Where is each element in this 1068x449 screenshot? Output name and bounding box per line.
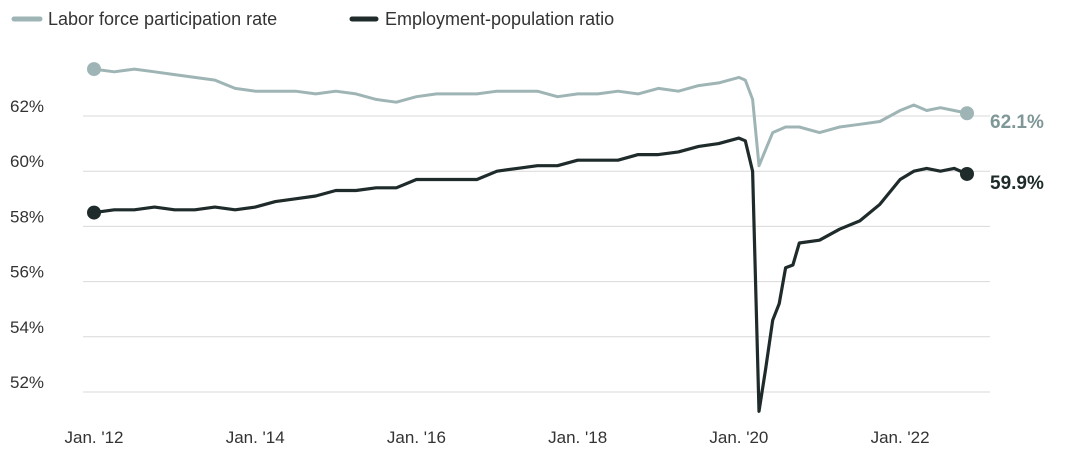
end-label-lfpr: 62.1% [990, 112, 1044, 133]
x-tick-label-2020: Jan. '20 [709, 428, 768, 447]
x-axis-ticks: Jan. '12 Jan. '14 Jan. '16 Jan. '18 Jan. '20… [64, 428, 929, 447]
series-start-dot-lfpr [87, 62, 101, 77]
x-tick-label-2014: Jan. '14 [226, 428, 285, 447]
series-end-dot-lfpr [960, 106, 974, 121]
legend: Labor force participation rate Employmen… [11, 9, 614, 29]
x-tick-label-2018: Jan. '18 [548, 428, 607, 447]
y-tick-label-54: 54% [10, 318, 44, 337]
x-tick-label-2016: Jan. '16 [387, 428, 446, 447]
x-tick-label-2022: Jan. '22 [871, 428, 930, 447]
series-start-dot-epop [87, 205, 101, 220]
y-axis-ticks: 52% 54% 56% 58% 60% 62% [10, 97, 44, 392]
y-tick-label-52: 52% [10, 373, 44, 392]
x-tick-label-2012: Jan. '12 [64, 428, 123, 447]
grid [83, 115, 990, 393]
y-tick-label-56: 56% [10, 263, 44, 282]
legend-label-lfpr: Labor force participation rate [48, 9, 277, 29]
series-line-lfpr [92, 67, 969, 168]
legend-label-epop: Employment-population ratio [385, 9, 614, 29]
series-end-dot-epop [960, 166, 974, 181]
y-tick-label-60: 60% [10, 152, 44, 171]
y-tick-label-62: 62% [10, 97, 44, 116]
series [87, 62, 974, 413]
end-labels: 62.1% 59.9% [990, 112, 1044, 194]
series-line-epop [92, 136, 969, 413]
y-tick-label-58: 58% [10, 207, 44, 226]
end-label-epop: 59.9% [990, 173, 1044, 194]
